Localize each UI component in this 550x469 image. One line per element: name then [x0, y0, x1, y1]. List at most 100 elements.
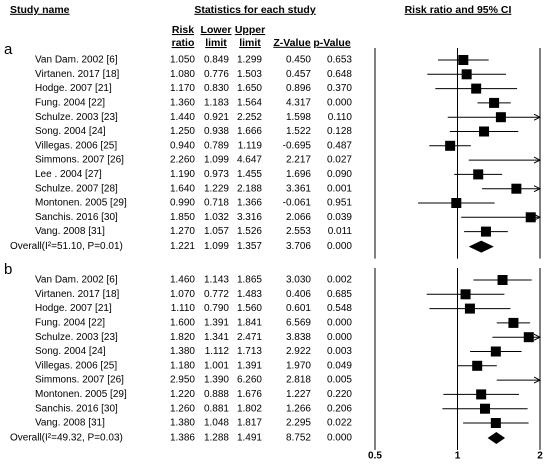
risk-ratio-label: 1.440 — [170, 112, 195, 123]
risk-ratio-square — [461, 289, 471, 299]
study-name: Song. 2004 [24] — [35, 126, 106, 137]
x-tick-label: 2 — [537, 451, 543, 462]
z-value: -0.695 — [283, 140, 312, 151]
risk-ratio-square — [458, 55, 468, 65]
risk-ratio-square — [445, 141, 455, 151]
overall-risk-ratio: 1.386 — [170, 433, 195, 444]
risk-ratio-label: 1.170 — [170, 83, 195, 94]
p-value: 0.110 — [328, 112, 353, 123]
risk-ratio-label: 1.270 — [170, 226, 195, 237]
p-value: 0.128 — [327, 126, 352, 137]
upper-limit-label: 1.676 — [237, 389, 262, 400]
study-name: Simmons. 2007 [26] — [35, 375, 124, 386]
upper-limit-label: 1.650 — [237, 83, 262, 94]
p-value: 0.003 — [327, 346, 352, 357]
z-value: 0.450 — [286, 55, 311, 66]
p-value: 0.000 — [327, 98, 352, 109]
risk-ratio-label: 1.380 — [170, 418, 195, 429]
overall-diamond — [469, 241, 494, 253]
risk-ratio-square — [479, 127, 489, 137]
study-name: Song. 2004 [24] — [35, 346, 106, 357]
p-value: 0.039 — [327, 212, 352, 223]
z-value: 2.066 — [286, 212, 311, 223]
study-name: Villegas. 2006 [25] — [35, 140, 117, 151]
study-name: Simmons. 2007 [26] — [35, 155, 124, 166]
risk-ratio-label: 1.220 — [170, 389, 195, 400]
lower-limit-label: 0.973 — [204, 169, 229, 180]
lower-limit-label: 0.718 — [204, 198, 229, 209]
p-value: 0.027 — [327, 155, 352, 166]
lower-limit-label: 1.183 — [204, 98, 229, 109]
p-value: 0.011 — [328, 226, 353, 237]
p-value: 0.951 — [327, 198, 352, 209]
study-header: Study name — [10, 4, 70, 16]
lower-limit-label: 0.772 — [204, 289, 229, 300]
z-value: 4.317 — [286, 98, 311, 109]
risk-ratio-label: 1.080 — [170, 69, 195, 80]
risk-ratio-square — [480, 404, 490, 414]
p-value: 0.206 — [327, 403, 352, 414]
study-name: Van Dam. 2002 [6] — [35, 275, 118, 286]
z-value: 0.601 — [286, 303, 311, 314]
overall-lower: 1.099 — [204, 241, 229, 252]
lower-limit-label: 1.032 — [204, 212, 229, 223]
risk-ratio-label: 1.190 — [170, 169, 195, 180]
risk-ratio-label: 1.360 — [170, 98, 195, 109]
p-value: 0.002 — [327, 275, 352, 286]
column-header: Z-Value — [273, 37, 311, 49]
upper-limit-label: 2.471 — [237, 332, 262, 343]
p-value: 0.653 — [327, 55, 352, 66]
lower-limit-label: 0.888 — [204, 389, 229, 400]
z-value: 3.361 — [286, 183, 311, 194]
lower-limit-label: 0.790 — [204, 303, 229, 314]
upper-limit-label: 1.865 — [237, 275, 262, 286]
risk-ratio-label: 1.180 — [170, 360, 195, 371]
overall-risk-ratio: 1.221 — [170, 241, 195, 252]
z-value: 0.457 — [286, 69, 311, 80]
lower-limit-label: 1.001 — [204, 360, 229, 371]
upper-limit-label: 1.841 — [237, 318, 262, 329]
z-value: 2.295 — [286, 418, 311, 429]
study-name: Van Dam. 2002 [6] — [35, 55, 118, 66]
overall-upper: 1.491 — [237, 433, 262, 444]
z-value: 2.553 — [286, 226, 311, 237]
study-name: Fung. 2004 [22] — [35, 318, 105, 329]
x-tick-label: 1 — [455, 451, 461, 462]
lower-limit-label: 0.776 — [204, 69, 229, 80]
lower-limit-label: 1.048 — [204, 418, 229, 429]
upper-limit-label: 1.455 — [237, 169, 262, 180]
overall-p-value: 0.000 — [327, 433, 352, 444]
lower-limit-label: 0.938 — [204, 126, 229, 137]
z-value: 0.896 — [286, 83, 311, 94]
p-value: 0.005 — [327, 375, 352, 386]
p-value: 0.685 — [327, 289, 352, 300]
risk-ratio-label: 2.260 — [170, 155, 195, 166]
p-value: 0.370 — [327, 83, 352, 94]
p-value: 0.487 — [327, 140, 352, 151]
upper-limit-label: 1.526 — [237, 226, 262, 237]
lower-limit-label: 1.390 — [204, 375, 229, 386]
study-name: Virtanen. 2017 [18] — [35, 69, 120, 80]
upper-limit-label: 1.299 — [237, 55, 262, 66]
upper-limit-label: 1.666 — [237, 126, 262, 137]
lower-limit-label: 1.057 — [204, 226, 229, 237]
risk-ratio-square — [491, 347, 501, 357]
lower-limit-label: 1.391 — [204, 318, 229, 329]
p-value: 0.220 — [327, 389, 352, 400]
p-value: 0.000 — [327, 332, 352, 343]
overall-upper: 1.357 — [237, 241, 262, 252]
overall-name: Overall(I²=49.32, P=0.03) — [10, 433, 123, 444]
study-name: Schulze. 2003 [23] — [35, 112, 118, 123]
upper-limit-label: 1.119 — [238, 140, 263, 151]
risk-ratio-square — [491, 418, 501, 428]
upper-limit-label: 2.252 — [237, 112, 262, 123]
risk-ratio-square — [498, 275, 508, 285]
p-value: 0.000 — [327, 318, 352, 329]
study-name: Lee . 2004 [27] — [35, 169, 102, 180]
study-name: Vang. 2008 [31] — [35, 418, 105, 429]
upper-limit-label: 1.564 — [237, 98, 262, 109]
risk-ratio-square — [511, 184, 521, 194]
